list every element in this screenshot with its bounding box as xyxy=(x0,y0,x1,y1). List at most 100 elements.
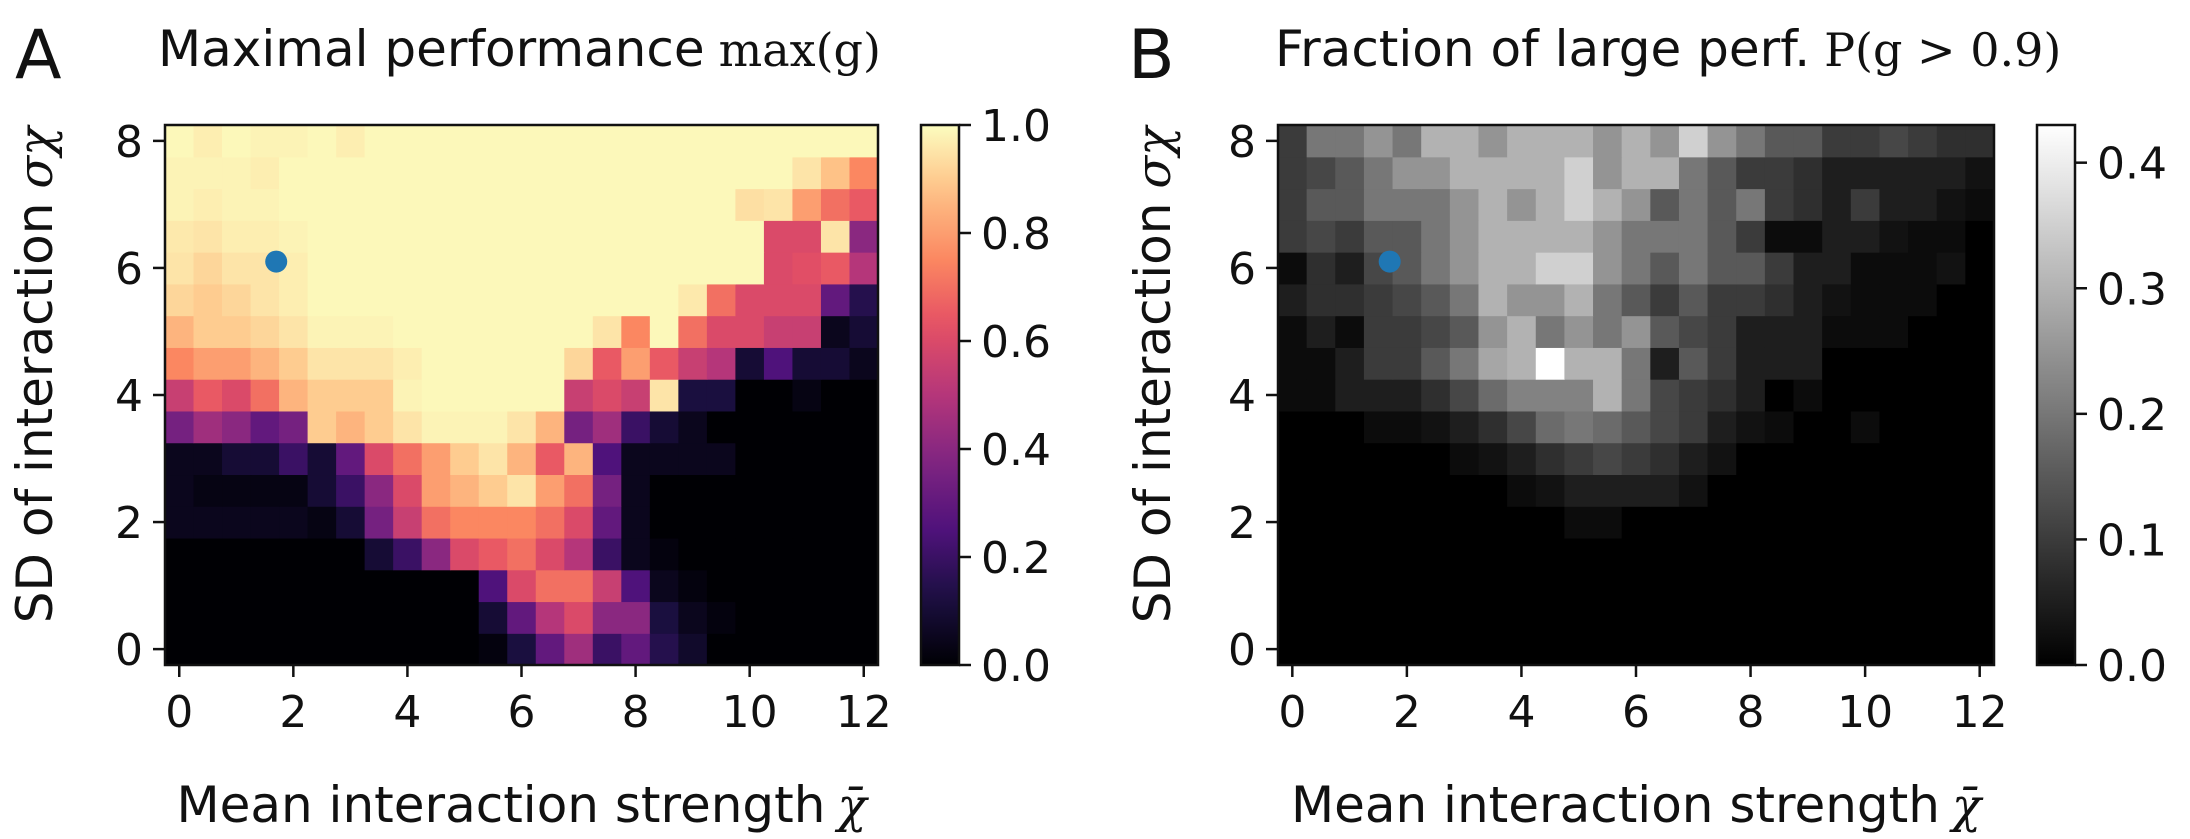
heatmap-cell xyxy=(250,188,280,221)
heatmap-cell xyxy=(735,410,765,444)
heatmap-cell xyxy=(307,252,337,285)
heatmap-cell xyxy=(564,315,594,348)
heatmap-cell xyxy=(450,474,480,507)
heatmap-cell xyxy=(478,379,508,412)
heatmap-cell xyxy=(649,125,679,158)
heatmap-cell xyxy=(1621,601,1651,634)
heatmap-cell xyxy=(1850,474,1881,507)
heatmap-cell xyxy=(364,601,394,634)
heatmap-cell xyxy=(1564,252,1594,285)
heatmap-cell xyxy=(735,569,765,603)
heatmap-cell xyxy=(421,506,451,539)
heatmap-cell xyxy=(535,156,565,190)
heatmap-cell xyxy=(1678,506,1709,539)
heatmap-cell xyxy=(1593,633,1623,666)
heatmap-cell xyxy=(1650,410,1680,444)
heatmap-cell xyxy=(1478,347,1508,380)
heatmap-cell xyxy=(1335,601,1365,634)
heatmap-cell xyxy=(706,601,736,634)
heatmap-cell xyxy=(1335,379,1365,412)
heatmap-cell xyxy=(478,410,508,444)
heatmap-cell xyxy=(1965,315,1995,348)
heatmap-cell xyxy=(393,125,423,158)
heatmap-cell xyxy=(1507,315,1537,348)
x-tick-label: 0 xyxy=(1278,687,1306,738)
colorbar-tick-label: 0.3 xyxy=(2097,264,2167,315)
heatmap-cell xyxy=(165,188,195,221)
x-axis-label-text: Mean interaction strength xyxy=(1291,776,1940,834)
heatmap-cell xyxy=(1306,315,1336,348)
heatmap-cell xyxy=(763,283,794,317)
heatmap-cell xyxy=(1764,156,1795,190)
heatmap-cell xyxy=(165,474,195,507)
heatmap-cell xyxy=(820,188,851,221)
heatmap-cell xyxy=(1850,188,1881,221)
heatmap-cell xyxy=(1421,252,1451,285)
heatmap-cell xyxy=(193,220,223,253)
heatmap-cell xyxy=(678,315,708,348)
heatmap-cell xyxy=(1478,379,1508,412)
heatmap-cell xyxy=(706,474,736,507)
heatmap-cell xyxy=(1965,442,1995,476)
heatmap-cell xyxy=(1392,188,1422,221)
heatmap-cell xyxy=(649,188,679,221)
heatmap-cell xyxy=(1850,569,1881,603)
heatmap-cell xyxy=(507,506,537,539)
heatmap-cell xyxy=(250,315,280,348)
heatmap-cell xyxy=(1879,125,1909,158)
heatmap-cell xyxy=(222,537,252,571)
heatmap-cell xyxy=(193,347,223,380)
heatmap-cell xyxy=(1908,315,1938,348)
heatmap-cell xyxy=(450,347,480,380)
heatmap-cell xyxy=(564,379,594,412)
heatmap-cell xyxy=(1449,156,1480,190)
heatmap-cell xyxy=(1764,220,1795,253)
heatmap-cell xyxy=(1278,601,1308,634)
heatmap-cell xyxy=(336,156,366,190)
heatmap-cell xyxy=(649,442,679,476)
heatmap-cell xyxy=(763,220,794,253)
heatmap-cell xyxy=(792,569,822,603)
heatmap-cell xyxy=(1736,633,1766,666)
heatmap-cell xyxy=(307,442,337,476)
heatmap-cell xyxy=(621,125,651,158)
y-tick-label: 6 xyxy=(1228,244,1256,295)
heatmap-cell xyxy=(193,474,223,507)
heatmap-cell xyxy=(1335,188,1365,221)
heatmap-cell xyxy=(1908,379,1938,412)
heatmap-cell xyxy=(222,188,252,221)
heatmap-cell xyxy=(1822,156,1852,190)
heatmap-cell xyxy=(1822,125,1852,158)
heatmap-cell xyxy=(165,283,195,317)
heatmap-cell xyxy=(1306,569,1336,603)
heatmap-cell xyxy=(1879,252,1909,285)
heatmap-cell xyxy=(1593,537,1623,571)
heatmap-cell xyxy=(307,125,337,158)
heatmap-cell xyxy=(592,633,622,666)
heatmap-cell xyxy=(621,252,651,285)
heatmap-cell xyxy=(1822,506,1852,539)
heatmap-cell xyxy=(222,379,252,412)
y-axis-label-text: SD of interaction xyxy=(6,203,64,624)
heatmap-cell xyxy=(792,125,822,158)
heatmap-cell xyxy=(1908,601,1938,634)
heatmap-cell xyxy=(1363,442,1394,476)
heatmap-cell xyxy=(450,188,480,221)
heatmap-cell xyxy=(1421,633,1451,666)
heatmap-cell xyxy=(1650,601,1680,634)
heatmap-cell xyxy=(1478,442,1508,476)
heatmap-cell xyxy=(1936,537,1966,571)
heatmap-cell xyxy=(1363,410,1394,444)
heatmap-cell xyxy=(706,633,736,666)
heatmap-cell xyxy=(1850,633,1881,666)
heatmap-cell xyxy=(1908,633,1938,666)
heatmap-cell xyxy=(393,601,423,634)
heatmap-cell xyxy=(792,156,822,190)
heatmap-cell xyxy=(421,410,451,444)
heatmap-cell xyxy=(1764,442,1795,476)
heatmap-cell xyxy=(1965,347,1995,380)
heatmap-cell xyxy=(250,537,280,571)
heatmap-cell xyxy=(450,379,480,412)
heatmap-cell xyxy=(222,410,252,444)
heatmap-cell xyxy=(364,220,394,253)
